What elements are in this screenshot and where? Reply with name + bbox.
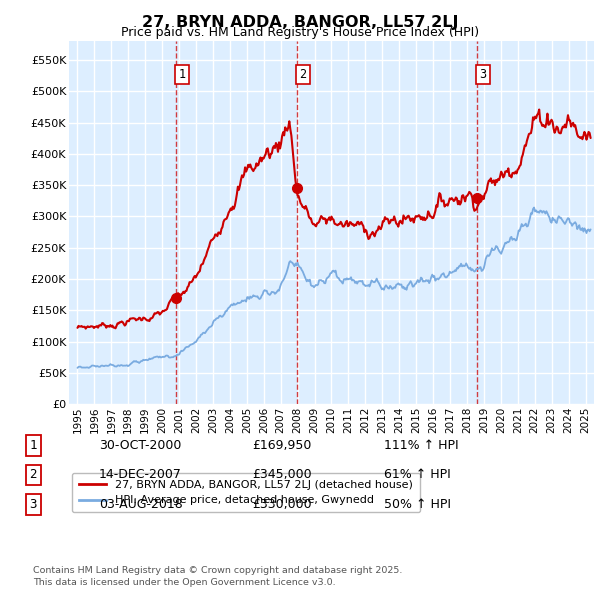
Text: 3: 3 — [29, 498, 37, 511]
Text: 27, BRYN ADDA, BANGOR, LL57 2LJ: 27, BRYN ADDA, BANGOR, LL57 2LJ — [142, 15, 458, 30]
Legend: 27, BRYN ADDA, BANGOR, LL57 2LJ (detached house), HPI: Average price, detached h: 27, BRYN ADDA, BANGOR, LL57 2LJ (detache… — [72, 473, 420, 512]
Text: 2: 2 — [299, 68, 307, 81]
Text: 3: 3 — [479, 68, 487, 81]
Text: 61% ↑ HPI: 61% ↑ HPI — [384, 468, 451, 481]
Text: 03-AUG-2018: 03-AUG-2018 — [99, 498, 183, 511]
Text: Contains HM Land Registry data © Crown copyright and database right 2025.
This d: Contains HM Land Registry data © Crown c… — [33, 566, 403, 587]
Text: 111% ↑ HPI: 111% ↑ HPI — [384, 439, 458, 452]
Text: 50% ↑ HPI: 50% ↑ HPI — [384, 498, 451, 511]
Text: £169,950: £169,950 — [252, 439, 311, 452]
Text: 1: 1 — [29, 439, 37, 452]
Text: 1: 1 — [179, 68, 186, 81]
Text: 2: 2 — [29, 468, 37, 481]
Text: Price paid vs. HM Land Registry's House Price Index (HPI): Price paid vs. HM Land Registry's House … — [121, 26, 479, 39]
Text: £330,000: £330,000 — [252, 498, 311, 511]
Text: £345,000: £345,000 — [252, 468, 311, 481]
Text: 30-OCT-2000: 30-OCT-2000 — [99, 439, 181, 452]
Text: 14-DEC-2007: 14-DEC-2007 — [99, 468, 182, 481]
